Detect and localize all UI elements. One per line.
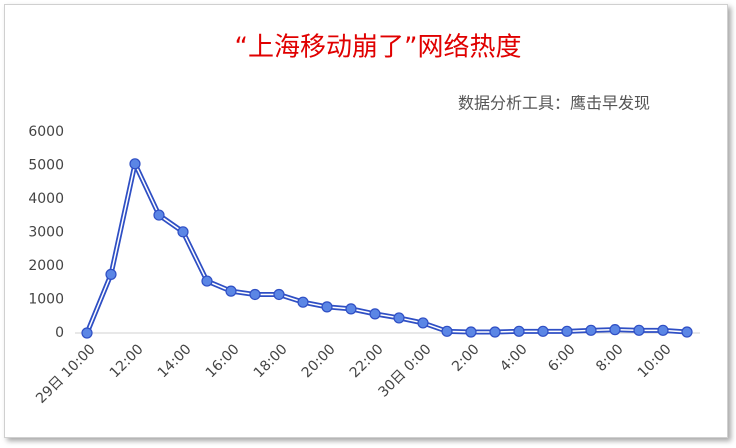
point (513, 325, 525, 337)
point (585, 324, 597, 336)
x-tick-label: 2:00 (449, 341, 483, 375)
chart-title: “上海移动崩了”网络热度 (235, 33, 522, 63)
point (321, 301, 333, 313)
point (225, 285, 237, 297)
point (561, 325, 573, 337)
x-tick-label: 6:00 (545, 341, 579, 375)
x-tick-label: 16:00 (203, 341, 243, 381)
x-tick-label: 30日 0:00 (375, 341, 434, 400)
y-tick-label: 4000 (28, 191, 64, 207)
point (369, 308, 381, 320)
x-tick-label: 8:00 (593, 341, 627, 375)
series-line-inner (86, 163, 688, 334)
point (417, 317, 429, 329)
point (201, 275, 213, 287)
chart-subtitle: 数据分析工具：鹰击早发现 (458, 94, 650, 113)
point (249, 288, 261, 301)
x-tick-label: 18:00 (251, 341, 291, 381)
point (633, 324, 645, 336)
y-tick-label: 6000 (28, 124, 64, 140)
series-line (84, 161, 688, 335)
y-tick-label: 5000 (28, 158, 64, 174)
point (273, 288, 285, 301)
x-tick-label: 22:00 (347, 341, 387, 381)
x-tick-label: 29日 10:00 (33, 341, 98, 406)
y-tick-label: 1000 (28, 292, 64, 308)
point (465, 326, 477, 338)
point (537, 325, 549, 337)
y-tick-label: 2000 (28, 258, 64, 274)
point (297, 296, 309, 308)
point (153, 209, 165, 221)
point (657, 324, 669, 336)
point (393, 312, 405, 324)
point (177, 226, 189, 238)
y-tick-label: 0 (55, 325, 64, 341)
point (489, 326, 501, 338)
x-tick-label: 20:00 (299, 341, 339, 381)
point (81, 327, 93, 339)
x-tick-label: 12:00 (107, 341, 147, 381)
x-tick-label: 14:00 (155, 341, 195, 381)
point (129, 158, 141, 170)
x-tick-label: 4:00 (497, 341, 531, 375)
x-tick-label: 10:00 (635, 341, 675, 381)
y-tick-label: 3000 (28, 225, 64, 241)
point (609, 324, 621, 336)
point (105, 268, 117, 280)
point (681, 326, 693, 338)
point (441, 325, 453, 337)
point (345, 303, 357, 315)
